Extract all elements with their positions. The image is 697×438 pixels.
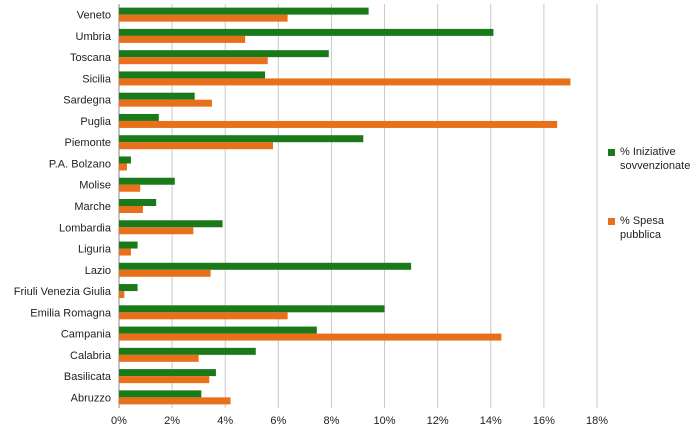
bar-iniziative <box>119 305 385 313</box>
x-tick-label: 4% <box>217 415 233 427</box>
bar-iniziative <box>119 369 216 377</box>
bar-spesa <box>119 397 231 405</box>
bar-iniziative <box>119 177 175 185</box>
bar-iniziative <box>119 50 329 58</box>
x-tick-label: 0% <box>111 415 127 427</box>
bar-spesa <box>119 354 199 362</box>
bar-iniziative <box>119 7 369 15</box>
bar-spesa <box>119 120 558 128</box>
category-label: Campania <box>61 329 112 341</box>
category-label: Abruzzo <box>71 392 111 404</box>
x-tick-label: 12% <box>427 415 449 427</box>
bar-spesa <box>119 291 125 299</box>
bar-iniziative <box>119 156 131 164</box>
bar-iniziative <box>119 284 138 292</box>
x-tick-label: 18% <box>586 415 608 427</box>
bar-spesa <box>119 376 210 384</box>
bar-iniziative <box>119 326 317 334</box>
x-tick-label: 2% <box>164 415 180 427</box>
bar-spesa <box>119 99 212 107</box>
bar-spesa <box>119 206 143 213</box>
bar-spesa <box>119 14 288 22</box>
category-label: Lombardia <box>59 222 112 234</box>
x-tick-label: 14% <box>480 415 502 427</box>
category-label: Basilicata <box>64 371 112 383</box>
category-label: Sicilia <box>82 73 112 85</box>
bar-iniziative <box>119 220 223 228</box>
category-label: Umbria <box>76 31 112 43</box>
bar-iniziative <box>119 71 266 79</box>
bar-spesa <box>119 184 141 192</box>
bar-iniziative <box>119 92 195 100</box>
bar-spesa <box>119 142 274 150</box>
bar-iniziative <box>119 262 412 270</box>
category-label: Friuli Venezia Giulia <box>14 286 112 298</box>
x-tick-label: 10% <box>374 415 396 427</box>
bar-spesa <box>119 57 268 65</box>
bar-iniziative <box>119 390 202 398</box>
bar-iniziative <box>119 241 138 249</box>
legend-label-iniziative: % Iniziative sovvenzionate <box>620 146 691 172</box>
category-label: P.A. Bolzano <box>49 158 111 170</box>
category-label: Liguria <box>78 244 112 256</box>
bar-spesa <box>119 227 194 235</box>
legend-item-spesa: % Spesa pubblica <box>608 214 697 244</box>
bar-spesa <box>119 248 131 256</box>
category-label: Puglia <box>80 116 111 128</box>
bar-iniziative <box>119 199 157 206</box>
legend-swatch-spesa <box>608 218 615 225</box>
bar-iniziative <box>119 113 159 121</box>
category-label: Veneto <box>77 10 111 22</box>
legend-label-spesa: % Spesa pubblica <box>620 215 665 241</box>
bar-spesa <box>119 269 211 277</box>
x-tick-label: 6% <box>270 415 286 427</box>
category-label: Sardegna <box>63 95 112 107</box>
category-label: Molise <box>79 180 111 192</box>
category-label: Piemonte <box>65 137 111 149</box>
category-label: Lazio <box>85 265 111 277</box>
bar-iniziative <box>119 135 364 143</box>
category-label: Marche <box>74 201 111 213</box>
legend-swatch-iniziative <box>608 149 615 156</box>
category-label: Emilia Romagna <box>30 307 112 319</box>
x-tick-label: 8% <box>323 415 339 427</box>
category-label: Calabria <box>70 350 112 362</box>
bar-spesa <box>119 78 571 86</box>
bar-spesa <box>119 35 246 43</box>
category-label: Toscana <box>70 52 112 64</box>
bar-spesa <box>119 163 127 171</box>
x-tick-label: 16% <box>533 415 555 427</box>
legend-item-iniziative: % Iniziative sovvenzionate <box>608 145 697 175</box>
bar-spesa <box>119 333 502 341</box>
bar-iniziative <box>119 28 494 36</box>
bar-spesa <box>119 312 288 320</box>
bar-iniziative <box>119 347 256 355</box>
